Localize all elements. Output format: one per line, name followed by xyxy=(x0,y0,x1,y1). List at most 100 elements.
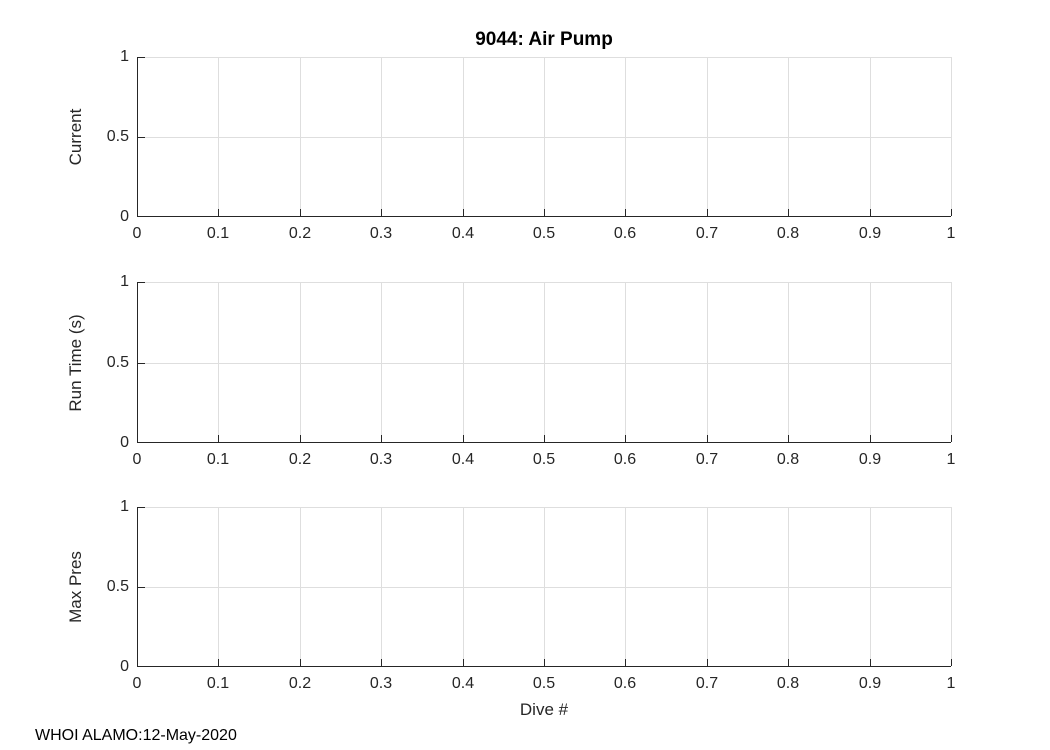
y-tick-label: 0 xyxy=(120,434,129,451)
y-tick-mark xyxy=(138,282,145,283)
gridline-vertical xyxy=(951,57,952,216)
x-tick-label: 0.1 xyxy=(206,225,230,242)
y-tick-label: 0.5 xyxy=(106,128,129,145)
x-tick-label: 0.2 xyxy=(288,451,312,468)
gridline-horizontal xyxy=(138,57,951,58)
x-tick-mark xyxy=(951,659,952,666)
x-tick-mark xyxy=(463,659,464,666)
x-tick-label: 0 xyxy=(132,675,142,692)
y-tick-mark xyxy=(138,587,145,588)
gridline-vertical xyxy=(707,507,708,666)
y-tick-label: 0.5 xyxy=(106,353,129,371)
gridline-horizontal xyxy=(138,282,951,283)
x-tick-mark xyxy=(951,209,952,216)
gridline-vertical xyxy=(218,282,219,442)
plot-area-2 xyxy=(137,282,952,443)
x-tick-mark xyxy=(381,435,382,442)
x-tick-mark xyxy=(300,209,301,216)
x-tick-label: 0.8 xyxy=(776,451,800,468)
x-tick-label: 0.3 xyxy=(369,225,393,242)
x-tick-mark xyxy=(544,659,545,666)
y-tick-mark xyxy=(138,137,145,138)
gridline-vertical xyxy=(951,282,952,442)
y-tick-mark xyxy=(138,507,145,508)
gridline-vertical xyxy=(300,282,301,442)
x-tick-mark xyxy=(544,209,545,216)
gridline-vertical xyxy=(788,57,789,216)
gridline-vertical xyxy=(707,57,708,216)
x-tick-mark xyxy=(300,435,301,442)
y-tick-label: 0.5 xyxy=(106,578,129,595)
x-tick-label: 0.4 xyxy=(451,451,475,468)
gridline-vertical xyxy=(544,57,545,216)
y-tick-label: 1 xyxy=(120,48,129,65)
watermark-text: WHOI ALAMO:12-May-2020 xyxy=(35,727,237,744)
gridline-vertical xyxy=(300,57,301,216)
gridline-vertical xyxy=(625,282,626,442)
x-tick-mark xyxy=(218,209,219,216)
x-tick-label: 0.4 xyxy=(451,225,475,242)
y-axis-label-1: Current xyxy=(66,108,85,166)
gridline-vertical xyxy=(544,507,545,666)
gridline-horizontal xyxy=(138,587,951,588)
y-tick-mark xyxy=(138,363,145,364)
gridline-vertical xyxy=(788,507,789,666)
plot-area-1 xyxy=(137,57,952,217)
x-tick-label: 1 xyxy=(946,225,956,242)
x-tick-label: 0.1 xyxy=(206,675,230,692)
x-tick-mark xyxy=(951,435,952,442)
x-tick-mark xyxy=(788,435,789,442)
x-tick-mark xyxy=(625,435,626,442)
x-tick-label: 0.3 xyxy=(369,451,393,468)
x-tick-mark xyxy=(463,435,464,442)
gridline-vertical xyxy=(381,57,382,216)
gridline-horizontal xyxy=(138,363,951,364)
y-axis-label-3: Max Pres xyxy=(66,551,85,623)
x-tick-mark xyxy=(218,659,219,666)
gridline-vertical xyxy=(870,57,871,216)
x-tick-label: 0.2 xyxy=(288,225,312,242)
x-tick-mark xyxy=(625,209,626,216)
chart-title: 9044: Air Pump xyxy=(475,29,613,50)
x-tick-label: 0.7 xyxy=(695,675,719,692)
y-tick-mark xyxy=(138,57,145,58)
x-tick-label: 0.6 xyxy=(613,451,637,468)
gridline-vertical xyxy=(218,507,219,666)
x-tick-mark xyxy=(788,659,789,666)
gridline-vertical xyxy=(218,57,219,216)
x-tick-label: 0.1 xyxy=(206,451,230,468)
gridline-vertical xyxy=(463,57,464,216)
x-tick-label: 1 xyxy=(946,451,956,468)
gridline-vertical xyxy=(300,507,301,666)
x-tick-label: 0.7 xyxy=(695,451,719,468)
x-tick-label: 0.2 xyxy=(288,675,312,692)
y-tick-label: 1 xyxy=(120,498,129,515)
x-tick-label: 0.4 xyxy=(451,675,475,692)
x-tick-mark xyxy=(463,209,464,216)
x-tick-mark xyxy=(707,209,708,216)
y-axis-label-2: Run Time (s) xyxy=(66,313,85,412)
x-tick-mark xyxy=(544,435,545,442)
x-tick-mark xyxy=(788,209,789,216)
x-tick-label: 0.7 xyxy=(695,225,719,242)
x-tick-label: 0.9 xyxy=(858,225,882,242)
x-tick-mark xyxy=(381,659,382,666)
gridline-vertical xyxy=(625,57,626,216)
y-tick-label: 1 xyxy=(120,273,129,290)
x-tick-label: 0.5 xyxy=(532,451,556,468)
x-tick-mark xyxy=(870,659,871,666)
x-tick-mark xyxy=(870,435,871,442)
x-tick-label: 0.8 xyxy=(776,225,800,242)
gridline-vertical xyxy=(381,507,382,666)
x-tick-label: 0.9 xyxy=(858,675,882,692)
gridline-vertical xyxy=(870,282,871,442)
x-tick-mark xyxy=(218,435,219,442)
gridline-vertical xyxy=(544,282,545,442)
gridline-vertical xyxy=(381,282,382,442)
gridline-vertical xyxy=(625,507,626,666)
gridline-horizontal xyxy=(138,507,951,508)
x-tick-label: 0.6 xyxy=(613,225,637,242)
plot-area-3 xyxy=(137,507,952,667)
x-tick-mark xyxy=(625,659,626,666)
